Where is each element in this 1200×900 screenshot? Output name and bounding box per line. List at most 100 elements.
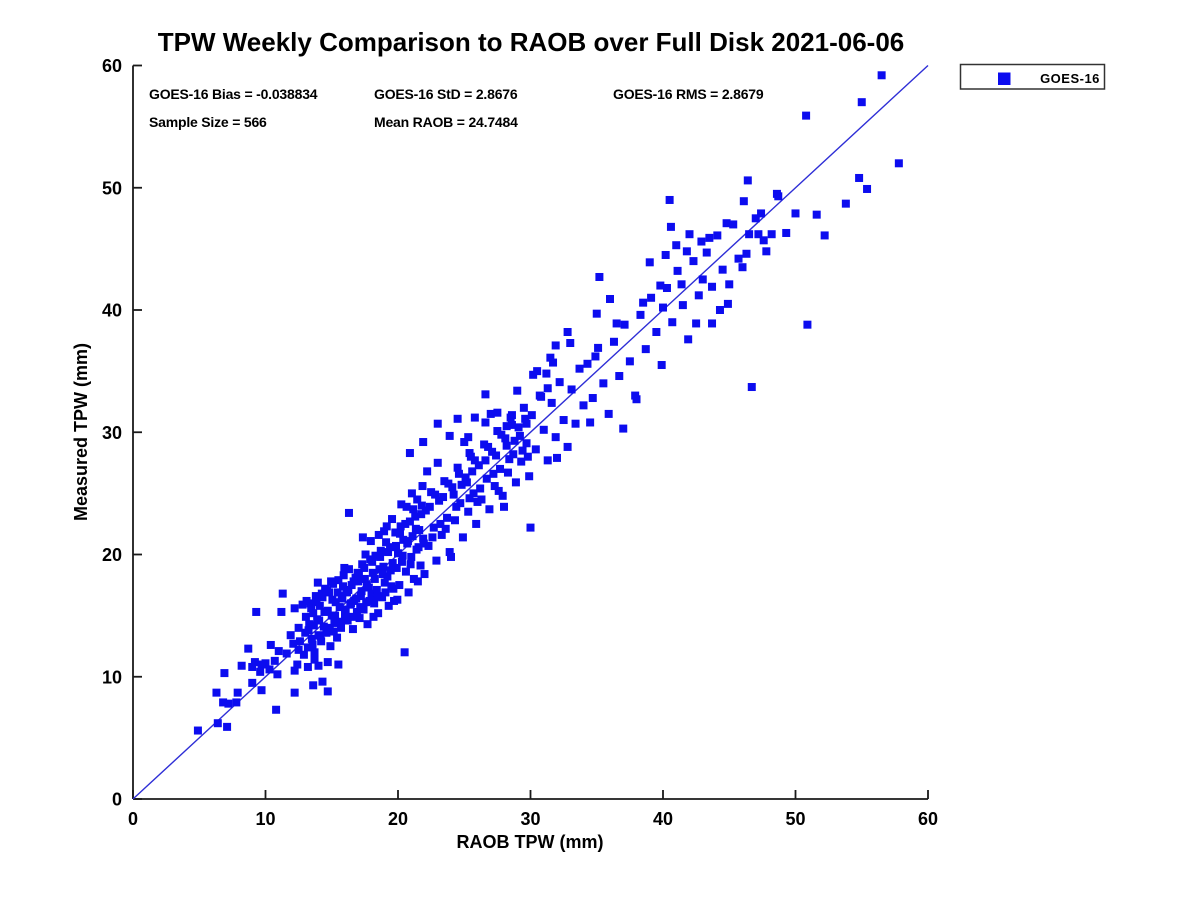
data-point <box>256 667 265 676</box>
data-point <box>317 589 326 598</box>
data-point <box>405 449 414 458</box>
data-point <box>383 572 392 581</box>
data-point <box>659 303 667 312</box>
data-point <box>328 595 337 604</box>
data-point <box>358 533 367 542</box>
data-point <box>393 595 402 604</box>
data-point <box>392 541 401 550</box>
data-point <box>511 478 520 487</box>
data-point <box>233 688 242 697</box>
axes: 0 10 20 30 40 50 60 0 10 20 30 40 50 60 <box>102 56 938 829</box>
data-point <box>493 408 502 417</box>
data-point <box>762 247 771 256</box>
data-point <box>485 505 494 514</box>
data-point <box>469 489 478 498</box>
data-point <box>419 438 428 447</box>
data-point <box>476 484 485 493</box>
data-point <box>429 523 438 532</box>
data-point <box>349 577 358 586</box>
data-point <box>348 625 357 634</box>
data-point <box>553 453 561 462</box>
data-point <box>489 469 498 478</box>
data-point <box>339 582 348 591</box>
data-point <box>417 501 426 510</box>
data-point <box>507 420 516 429</box>
data-point <box>213 719 222 728</box>
data-point <box>237 661 246 670</box>
data-point <box>361 550 370 559</box>
data-point <box>261 659 270 668</box>
data-point <box>407 489 416 498</box>
data-point <box>323 658 332 667</box>
data-point <box>416 561 425 570</box>
data-point <box>482 474 491 483</box>
data-point <box>413 495 422 504</box>
legend-marker-square <box>998 72 1011 85</box>
data-point <box>294 645 303 654</box>
data-point <box>374 609 383 618</box>
data-point <box>725 280 734 289</box>
data-point <box>522 419 531 428</box>
data-point <box>525 472 534 481</box>
data-point <box>381 588 390 597</box>
data-point <box>715 306 724 314</box>
data-point <box>566 339 575 348</box>
data-point <box>592 309 601 318</box>
data-point <box>344 565 353 574</box>
data-point <box>439 493 448 502</box>
data-point <box>445 548 454 557</box>
data-point <box>397 500 406 509</box>
data-point <box>320 607 329 616</box>
data-point <box>685 230 694 239</box>
data-point <box>497 430 506 439</box>
data-point <box>334 660 343 669</box>
data-point <box>356 603 365 612</box>
data-point <box>339 571 348 580</box>
data-point <box>278 589 287 598</box>
data-point <box>317 637 326 646</box>
data-point <box>729 220 738 229</box>
data-point <box>612 319 621 328</box>
data-point <box>673 266 682 275</box>
data-point <box>342 588 351 597</box>
data-point <box>515 431 524 440</box>
data-point <box>436 519 445 528</box>
y-axis-label: Measured TPW (mm) <box>71 343 91 521</box>
data-point <box>396 522 405 531</box>
data-point <box>526 523 535 532</box>
data-point <box>407 552 416 561</box>
data-point <box>672 241 681 250</box>
data-point <box>309 609 318 618</box>
data-point <box>337 623 346 632</box>
data-point <box>357 587 366 596</box>
data-point <box>386 543 395 552</box>
data-point <box>290 666 299 675</box>
data-point <box>791 209 800 218</box>
data-point <box>419 534 428 543</box>
data-point <box>751 214 760 223</box>
data-point <box>481 456 490 465</box>
data-point <box>379 562 388 571</box>
data-point <box>465 449 474 458</box>
data-point <box>384 548 393 557</box>
data-point <box>403 537 412 546</box>
data-point <box>309 621 318 630</box>
data-point <box>509 450 518 459</box>
data-point <box>894 159 903 168</box>
data-point <box>337 592 346 601</box>
data-point <box>559 416 568 425</box>
data-point <box>372 585 381 594</box>
data-point <box>348 612 357 621</box>
data-point <box>595 272 604 281</box>
data-point <box>803 320 812 329</box>
data-point <box>591 352 600 361</box>
data-point <box>453 414 462 423</box>
y-tick-label: 60 <box>102 56 122 76</box>
data-point <box>257 686 266 695</box>
data-point <box>490 482 499 491</box>
data-point <box>708 319 717 328</box>
data-point <box>223 722 232 731</box>
data-point <box>586 418 595 427</box>
data-point <box>677 280 686 289</box>
data-point <box>492 451 501 460</box>
